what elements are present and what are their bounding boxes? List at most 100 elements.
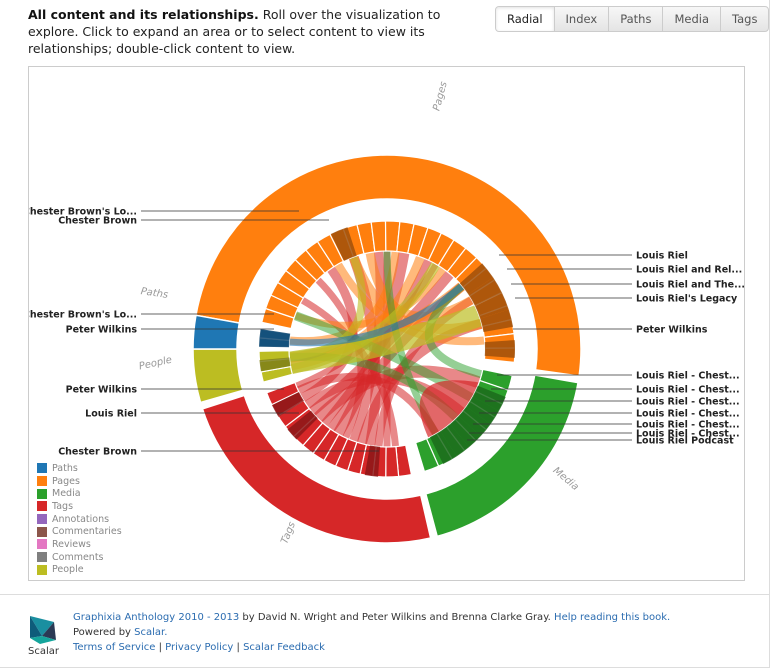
outer-arc-media[interactable] [424, 374, 579, 538]
callout-label-left[interactable]: Chester Brown [58, 447, 137, 458]
legend-swatch [37, 488, 47, 499]
relationship-chord[interactable] [288, 255, 366, 360]
footer-separator: | [158, 642, 162, 653]
ring-label-paths: Paths [140, 286, 169, 301]
highlighted-segment[interactable] [458, 406, 491, 437]
callout-label-right[interactable]: Peter Wilkins [636, 325, 708, 336]
callout-label-right[interactable]: Louis Riel - Chest... [636, 371, 740, 382]
legend-item[interactable]: Commentaries [37, 525, 122, 538]
book-authors: by David N. Wright and Peter Wilkins and… [242, 612, 551, 623]
legend-swatch [37, 514, 47, 525]
callout-label-right[interactable]: Louis Riel and Rel... [636, 265, 742, 276]
outer-arc-people[interactable] [192, 348, 244, 404]
highlighted-segment[interactable] [484, 340, 515, 358]
inner-ring [258, 220, 516, 478]
highlighted-segment[interactable] [271, 391, 304, 417]
legend-swatch [37, 501, 47, 512]
callout-label-right[interactable]: Louis Riel - Chest... [636, 429, 740, 440]
powered-by-text: Powered by [73, 627, 131, 638]
legend-item[interactable]: Annotations [37, 513, 122, 526]
callout-label-right[interactable]: Louis Riel - Chest... [636, 397, 740, 408]
legend-label: Comments [52, 551, 104, 563]
legend-swatch [37, 463, 47, 474]
footer-separator: | [236, 642, 240, 653]
highlighted-segment[interactable] [472, 385, 506, 412]
legend-item[interactable]: Paths [37, 462, 122, 475]
highlighted-segment[interactable] [475, 292, 509, 319]
tab-paths[interactable]: Paths [608, 7, 662, 31]
callout-label-left[interactable]: Louis Riel [85, 409, 137, 420]
legend-swatch [37, 476, 47, 487]
highlighted-segment[interactable] [459, 263, 494, 295]
privacy-policy-link[interactable]: Privacy Policy [165, 642, 234, 653]
outer-arc-pages[interactable] [195, 154, 582, 377]
tab-media[interactable]: Media [662, 7, 720, 31]
radial-visualization[interactable]: Pages Paths People Media Tags Chester Br… [28, 66, 745, 581]
callout-layer: Chester Brown's Lo...Chester BrownCheste… [29, 207, 745, 458]
highlighted-segment[interactable] [287, 410, 318, 440]
ring-label-pages: Pages [431, 81, 449, 113]
callout-label-right[interactable]: Louis Riel [636, 251, 688, 262]
highlighted-segment[interactable] [466, 396, 499, 425]
chord-layer [288, 250, 485, 447]
callout-label-right[interactable]: Louis Riel - Chest... [636, 420, 740, 431]
callout-label-right[interactable]: Louis Riel - Chest... [636, 385, 740, 396]
scalar-feedback-link[interactable]: Scalar Feedback [243, 642, 325, 653]
highlighted-segment[interactable] [429, 431, 457, 465]
radial-chart[interactable]: Pages Paths People Media Tags Chester Br… [29, 67, 745, 581]
legend-item[interactable]: Pages [37, 475, 122, 488]
terms-of-service-link[interactable]: Terms of Service [73, 642, 156, 653]
callout-label-right[interactable]: Louis Riel and The... [636, 280, 745, 291]
legend: Paths Pages Media Tags Annotations Comme… [37, 462, 122, 576]
highlighted-segment[interactable] [468, 277, 503, 307]
help-reading-link[interactable]: Help reading this book. [554, 612, 671, 623]
view-tabs: Radial Index Paths Media Tags [495, 6, 770, 32]
legend-item[interactable]: Media [37, 487, 122, 500]
intro-title: All content and its relationships. [28, 7, 259, 22]
highlighted-segment[interactable] [440, 424, 470, 457]
inner-segment-tags[interactable] [385, 445, 400, 478]
legend-item[interactable]: People [37, 564, 122, 577]
inner-segment-media[interactable] [414, 437, 440, 473]
legend-swatch [37, 526, 47, 537]
callout-label-left[interactable]: Chester Brown's Lo... [29, 310, 137, 321]
legend-item[interactable]: Reviews [37, 538, 122, 551]
highlighted-segment[interactable] [449, 415, 481, 448]
legend-item[interactable]: Tags [37, 500, 122, 513]
callout-label-right[interactable]: Louis Riel - Chest... [636, 409, 740, 420]
legend-label: Reviews [52, 538, 91, 550]
relationship-chord[interactable] [419, 380, 480, 438]
ring-label-tags: Tags [279, 520, 298, 545]
legend-label: Commentaries [52, 526, 122, 538]
outer-arc-tags[interactable] [201, 394, 432, 544]
inner-segment-tags[interactable] [265, 381, 300, 406]
tab-tags[interactable]: Tags [720, 7, 768, 31]
highlighted-segment[interactable] [480, 309, 514, 332]
callout-label-left[interactable]: Peter Wilkins [66, 325, 138, 336]
callout-label-right[interactable]: Louis Riel Podcast [636, 436, 734, 447]
tab-index[interactable]: Index [553, 7, 609, 31]
legend-swatch [37, 552, 47, 563]
legend-label: Media [52, 488, 81, 500]
relationship-chord[interactable] [288, 283, 465, 347]
scalar-logo-icon[interactable] [28, 612, 64, 658]
highlighted-segment[interactable] [259, 328, 291, 348]
intro-text: All content and its relationships. Roll … [28, 6, 480, 57]
callout-label-left[interactable]: Chester Brown's Lo... [29, 207, 137, 218]
legend-swatch [37, 564, 47, 575]
footer-divider [0, 594, 770, 595]
scalar-link[interactable]: Scalar. [134, 627, 168, 638]
tab-radial[interactable]: Radial [496, 7, 554, 31]
highlighted-segment[interactable] [259, 357, 291, 372]
callout-label-right[interactable]: Louis Riel's Legacy [636, 294, 738, 305]
outer-arc-paths[interactable] [192, 314, 241, 350]
legend-label: Paths [52, 462, 78, 474]
highlighted-segment[interactable] [330, 227, 357, 261]
legend-swatch [37, 539, 47, 550]
legend-item[interactable]: Comments [37, 551, 122, 564]
book-title-link[interactable]: Graphixia Anthology 2010 - 2013 [73, 612, 240, 623]
highlighted-segment[interactable] [364, 445, 381, 477]
callout-label-left[interactable]: Chester Brown [58, 216, 137, 227]
callout-label-left[interactable]: Peter Wilkins [66, 385, 138, 396]
